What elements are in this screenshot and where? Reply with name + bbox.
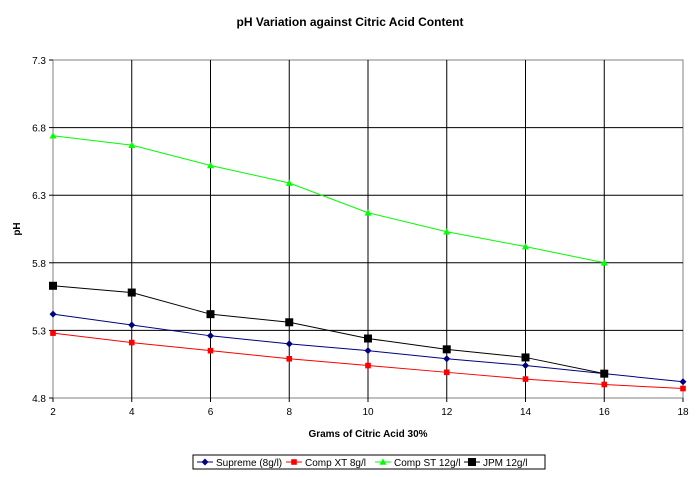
x-tick-label: 18	[677, 407, 689, 418]
legend-item: Supreme (8g/l)	[197, 458, 282, 469]
series-line	[52, 285, 605, 375]
data-point	[207, 347, 214, 354]
data-point	[521, 353, 530, 362]
series-1	[50, 330, 686, 392]
data-point	[285, 340, 293, 348]
y-tick-label: 7.3	[32, 56, 46, 67]
data-point	[600, 259, 608, 266]
x-axis-label: Grams of Citric Acid 30%	[308, 429, 427, 440]
legend-item: JPM 12g/l	[464, 458, 527, 469]
data-point	[680, 385, 686, 392]
data-point	[443, 369, 450, 376]
y-tick-label: 5.3	[32, 326, 46, 337]
data-point	[522, 362, 529, 370]
x-tick-label: 6	[208, 407, 214, 418]
data-point	[679, 378, 687, 386]
x-tick-label: 14	[520, 407, 532, 418]
data-point	[128, 321, 136, 329]
data-point	[522, 376, 529, 382]
series-2	[49, 132, 608, 266]
legend: Supreme (8g/l) Comp XT 8g/l Comp ST 12g/l J…	[192, 454, 546, 470]
y-tick-label: 6.3	[32, 191, 46, 202]
legend-label: Supreme (8g/l)	[216, 458, 282, 469]
data-point	[128, 141, 136, 148]
legend-swatch-marker	[468, 458, 476, 466]
data-point	[522, 243, 529, 250]
data-point	[364, 347, 372, 355]
data-point	[285, 318, 294, 327]
y-ticks: 4.8 5.3 5.8 6.3 6.8 7.3	[32, 56, 53, 405]
data-point	[364, 209, 372, 216]
data-point	[207, 332, 214, 340]
data-point	[49, 132, 57, 139]
x-tick-label: 4	[129, 407, 135, 418]
legend-swatch-marker	[201, 458, 209, 466]
legend-swatch-marker	[291, 459, 297, 465]
data-point	[127, 288, 136, 297]
series-0	[49, 310, 687, 386]
y-tick-label: 4.8	[32, 394, 46, 405]
legend-item: Comp XT 8g/l	[286, 458, 366, 469]
data-point	[49, 310, 57, 318]
x-tick-label: 16	[599, 407, 611, 418]
legend-label: Comp ST 12g/l	[394, 458, 461, 469]
x-ticks: 2 4 6 8 10 12 14 16 18	[50, 398, 689, 418]
x-tick-label: 2	[50, 407, 56, 418]
data-point	[365, 362, 371, 369]
data-point	[443, 228, 451, 235]
data-point	[601, 381, 608, 388]
legend-label: JPM 12g/l	[483, 458, 527, 469]
legend-box	[192, 454, 546, 470]
data-point	[442, 345, 451, 354]
y-tick-label: 6.8	[32, 124, 46, 135]
series-line	[52, 135, 605, 264]
data-point	[206, 310, 215, 319]
x-tick-label: 10	[362, 407, 374, 418]
legend-item: Comp ST 12g/l	[375, 458, 461, 469]
y-axis-label: pH	[12, 222, 23, 235]
legend-swatch-marker	[379, 458, 387, 465]
data-point	[207, 161, 214, 169]
data-point	[364, 334, 372, 343]
series-3	[49, 281, 609, 378]
x-tick-label: 12	[441, 407, 453, 418]
data-point	[49, 281, 57, 290]
series-group	[49, 132, 687, 392]
legend-items: Supreme (8g/l) Comp XT 8g/l Comp ST 12g/l J…	[197, 458, 527, 469]
chart-title: pH Variation against Citric Acid Content	[237, 15, 464, 29]
legend-label: Comp XT 8g/l	[305, 458, 366, 469]
x-tick-label: 8	[286, 407, 292, 418]
data-point	[285, 179, 293, 186]
data-point	[443, 355, 451, 363]
y-tick-label: 5.8	[32, 259, 46, 270]
data-point	[600, 369, 609, 378]
data-point	[286, 355, 293, 362]
data-point	[128, 339, 135, 346]
data-point	[50, 330, 56, 336]
